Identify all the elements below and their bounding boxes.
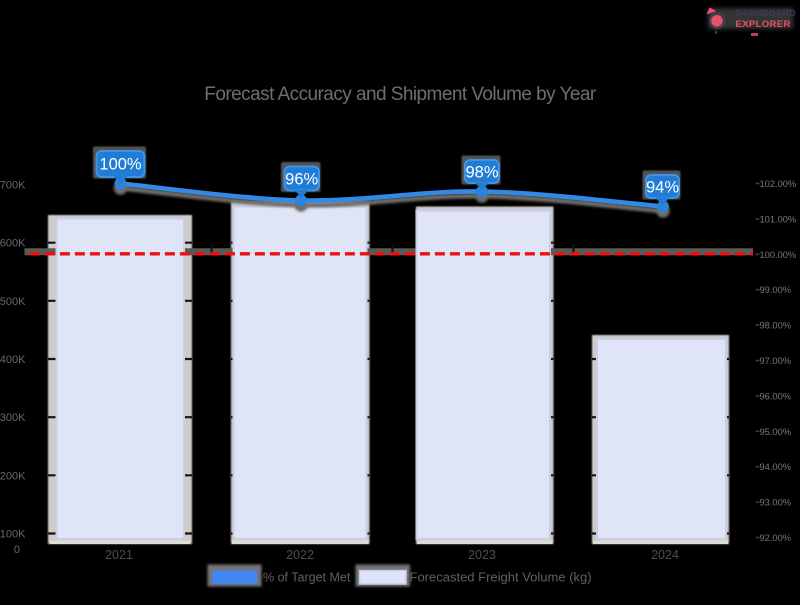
svg-text:98%: 98%: [465, 164, 498, 182]
svg-text:500K: 500K: [0, 296, 26, 308]
svg-text:EXPLORER: EXPLORER: [736, 19, 791, 30]
svg-text:100K: 100K: [0, 529, 26, 541]
svg-text:400K: 400K: [0, 354, 26, 366]
svg-text:Forecasted Freight Volume (kg): Forecasted Freight Volume (kg): [410, 570, 592, 585]
svg-text:2021: 2021: [105, 548, 133, 562]
svg-text:92.00%: 92.00%: [760, 533, 792, 543]
svg-text:300K: 300K: [0, 412, 26, 424]
svg-text:95.00%: 95.00%: [760, 427, 792, 437]
svg-text:200K: 200K: [0, 470, 26, 482]
svg-text:101.00%: 101.00%: [760, 214, 797, 224]
svg-text:% of Target Met: % of Target Met: [263, 571, 351, 585]
svg-text:94%: 94%: [646, 179, 679, 197]
svg-text:600K: 600K: [0, 238, 26, 250]
svg-text:98.00%: 98.00%: [760, 321, 792, 331]
svg-text:96.00%: 96.00%: [760, 391, 792, 401]
svg-text:102.00%: 102.00%: [760, 179, 797, 189]
svg-text:0: 0: [14, 544, 20, 556]
svg-text:100.00%: 100.00%: [760, 250, 797, 260]
svg-text:93.00%: 93.00%: [760, 498, 792, 508]
svg-text:99.00%: 99.00%: [760, 285, 792, 295]
svg-text:DASHBOARD: DASHBOARD: [736, 8, 797, 18]
svg-text:97.00%: 97.00%: [760, 356, 792, 366]
svg-text:700K: 700K: [0, 180, 26, 192]
svg-text:100%: 100%: [99, 156, 142, 174]
svg-text:2024: 2024: [651, 548, 679, 562]
svg-text:2022: 2022: [286, 548, 314, 562]
svg-text:Forecast Accuracy and Shipment: Forecast Accuracy and Shipment Volume by…: [204, 84, 597, 105]
svg-text:94.00%: 94.00%: [760, 462, 792, 472]
svg-text:2023: 2023: [468, 548, 496, 562]
svg-text:96%: 96%: [285, 171, 318, 189]
